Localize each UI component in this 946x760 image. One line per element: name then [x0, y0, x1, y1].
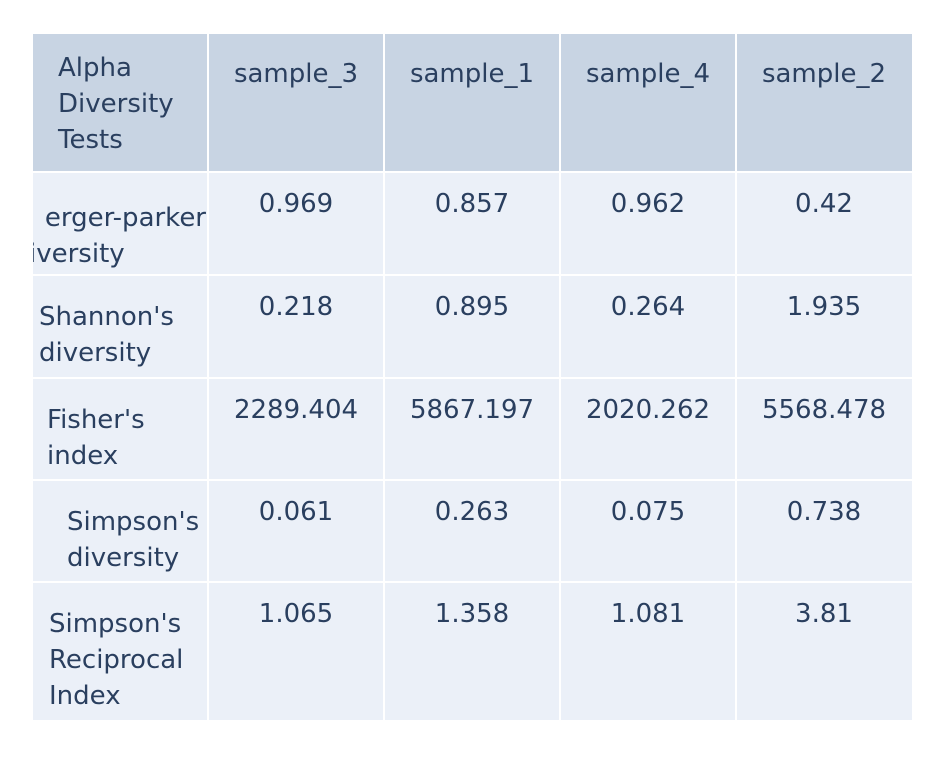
row-divider — [33, 479, 912, 481]
row-divider — [33, 171, 912, 173]
row-label: erger-parker iversity — [33, 172, 208, 275]
table-cell: 1.358 — [384, 582, 560, 720]
table-cell: 0.263 — [384, 480, 560, 582]
row-label: Shannon's diversity — [33, 275, 208, 378]
header-sample_4: sample_4 — [560, 34, 736, 172]
table-cell: 2020.262 — [560, 378, 736, 480]
table-cell: 3.81 — [736, 582, 912, 720]
row-label: Simpson's Reciprocal Index — [33, 582, 208, 720]
header-sample_2: sample_2 — [736, 34, 912, 172]
table-cell: 1.081 — [560, 582, 736, 720]
header-sample_3: sample_3 — [208, 34, 384, 172]
table-cell: 5568.478 — [736, 378, 912, 480]
table-cell: 0.969 — [208, 172, 384, 275]
row-label: Simpson's diversity — [33, 480, 208, 582]
table-cell: 5867.197 — [384, 378, 560, 480]
diversity-table: Alpha Diversity Tests sample_3 sample_1 sam… — [33, 34, 912, 720]
row-label: Fisher's index — [33, 378, 208, 480]
table-cell: 0.218 — [208, 275, 384, 378]
table-cell: 1.935 — [736, 275, 912, 378]
table-cell: 0.962 — [560, 172, 736, 275]
row-divider — [33, 274, 912, 276]
table-cell: 2289.404 — [208, 378, 384, 480]
row-divider — [33, 581, 912, 583]
row-divider — [33, 377, 912, 379]
table-cell: 0.895 — [384, 275, 560, 378]
table-cell: 1.065 — [208, 582, 384, 720]
table-cell: 0.264 — [560, 275, 736, 378]
table-cell: 0.075 — [560, 480, 736, 582]
table-cell: 0.42 — [736, 172, 912, 275]
header-sample_1: sample_1 — [384, 34, 560, 172]
table-cell: 0.061 — [208, 480, 384, 582]
table-cell: 0.738 — [736, 480, 912, 582]
table-cell: 0.857 — [384, 172, 560, 275]
header-corner: Alpha Diversity Tests — [33, 34, 208, 172]
